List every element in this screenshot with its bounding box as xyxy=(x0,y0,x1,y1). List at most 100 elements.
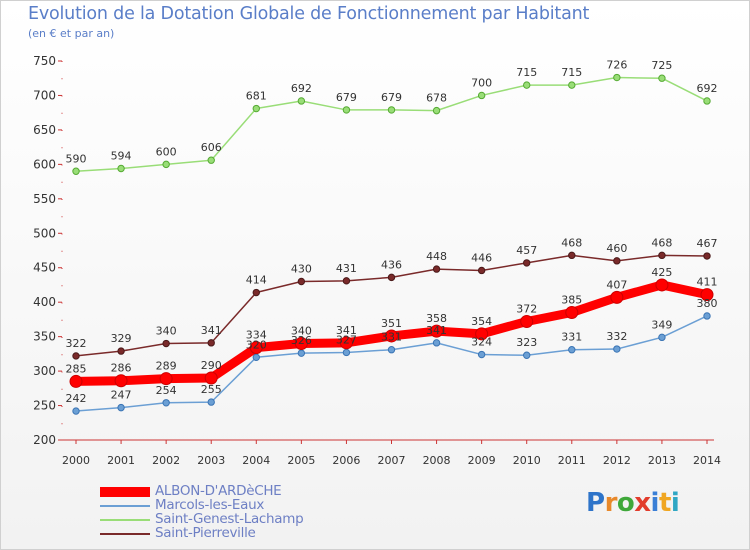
data-label: 600 xyxy=(156,145,177,158)
x-tick-label: 2008 xyxy=(423,454,451,467)
data-label: 679 xyxy=(336,91,357,104)
data-label: 247 xyxy=(111,389,132,402)
x-tick-label: 2006 xyxy=(332,454,360,467)
data-point xyxy=(385,329,398,343)
x-tick-label: 2002 xyxy=(152,454,180,467)
data-label: 340 xyxy=(291,325,312,338)
chart-title: Evolution de la Dotation Globale de Fonc… xyxy=(28,4,590,24)
data-label: 726 xyxy=(606,59,627,72)
data-label: 334 xyxy=(246,329,267,342)
data-point xyxy=(114,374,128,388)
data-point xyxy=(69,374,83,388)
data-point xyxy=(613,73,621,82)
data-point xyxy=(655,278,669,292)
data-point xyxy=(342,106,351,114)
data-point xyxy=(342,348,351,357)
data-label: 290 xyxy=(201,359,222,372)
x-tick-label: 2011 xyxy=(558,454,586,467)
data-point xyxy=(432,106,441,115)
data-label: 679 xyxy=(381,91,402,104)
x-tick-label: 2009 xyxy=(468,454,496,467)
data-label: 327 xyxy=(336,333,357,346)
data-label: 341 xyxy=(201,324,222,337)
logo-letter: i xyxy=(670,488,680,518)
chart-series xyxy=(69,73,714,415)
data-label: 372 xyxy=(516,302,537,315)
data-point xyxy=(72,352,80,360)
data-label: 324 xyxy=(471,336,492,349)
data-label: 411 xyxy=(697,276,718,289)
data-label: 254 xyxy=(156,384,177,397)
data-point xyxy=(294,337,308,351)
data-label: 255 xyxy=(201,383,222,396)
data-point xyxy=(207,339,215,347)
data-label: 448 xyxy=(426,250,447,263)
legend-swatch xyxy=(100,533,150,535)
data-label: 430 xyxy=(291,263,312,276)
data-label: 323 xyxy=(516,336,537,349)
data-label: 431 xyxy=(336,262,357,275)
data-label: 385 xyxy=(561,294,582,307)
data-point xyxy=(342,277,351,285)
x-tick-label: 2005 xyxy=(287,454,315,467)
data-point xyxy=(658,333,666,342)
data-label: 331 xyxy=(561,331,582,344)
data-point xyxy=(387,106,396,114)
x-tick-label: 2003 xyxy=(197,454,225,467)
data-point xyxy=(297,277,306,286)
data-label: 349 xyxy=(651,318,672,331)
y-tick-label: 350 xyxy=(33,330,56,344)
data-label: 286 xyxy=(111,362,132,375)
data-point xyxy=(297,349,306,357)
data-label: 725 xyxy=(651,59,672,72)
legend-label: Marcols-les-Eaux xyxy=(155,497,265,513)
data-point xyxy=(72,407,80,415)
data-label: 340 xyxy=(156,325,177,338)
data-point xyxy=(703,252,711,260)
data-label: 425 xyxy=(651,266,672,279)
logo-letter: t xyxy=(658,488,671,518)
data-label: 681 xyxy=(246,90,267,103)
y-tick-label: 750 xyxy=(33,54,56,68)
data-point xyxy=(117,347,125,355)
data-point xyxy=(252,353,260,362)
y-tick-label: 200 xyxy=(33,433,56,447)
data-point xyxy=(565,306,579,320)
y-tick-label: 450 xyxy=(33,261,56,275)
data-point xyxy=(568,346,576,354)
data-label: 460 xyxy=(606,242,627,255)
y-tick-label: 400 xyxy=(33,295,56,309)
data-point xyxy=(477,350,486,359)
data-label: 351 xyxy=(381,317,402,330)
data-point xyxy=(339,336,353,350)
data-label: 468 xyxy=(561,236,582,249)
x-tick-label: 2014 xyxy=(693,454,721,467)
x-tick-label: 2012 xyxy=(603,454,631,467)
data-label: 285 xyxy=(66,362,87,375)
y-tick-label: 250 xyxy=(33,399,56,413)
data-label: 380 xyxy=(697,297,718,310)
data-point xyxy=(700,288,714,302)
data-point xyxy=(117,164,125,173)
logo-letter: r xyxy=(604,488,618,518)
y-tick-label: 600 xyxy=(33,157,56,171)
data-label: 715 xyxy=(516,66,537,79)
data-label: 358 xyxy=(426,312,447,325)
data-label: 692 xyxy=(697,82,718,95)
y-tick-label: 500 xyxy=(33,226,56,240)
data-label: 446 xyxy=(471,251,492,264)
data-label: 341 xyxy=(336,324,357,337)
logo-letter: i xyxy=(650,488,660,518)
data-point xyxy=(432,339,441,347)
data-point xyxy=(475,327,489,341)
data-point xyxy=(613,345,621,353)
data-point xyxy=(703,312,711,320)
data-point xyxy=(387,273,396,282)
data-label: 692 xyxy=(291,82,312,95)
data-point xyxy=(207,156,215,164)
legend-label: Saint-Genest-Lachamp xyxy=(155,511,304,527)
data-point xyxy=(523,259,531,267)
x-tick-label: 2004 xyxy=(242,454,270,467)
legend-swatch xyxy=(100,505,150,507)
